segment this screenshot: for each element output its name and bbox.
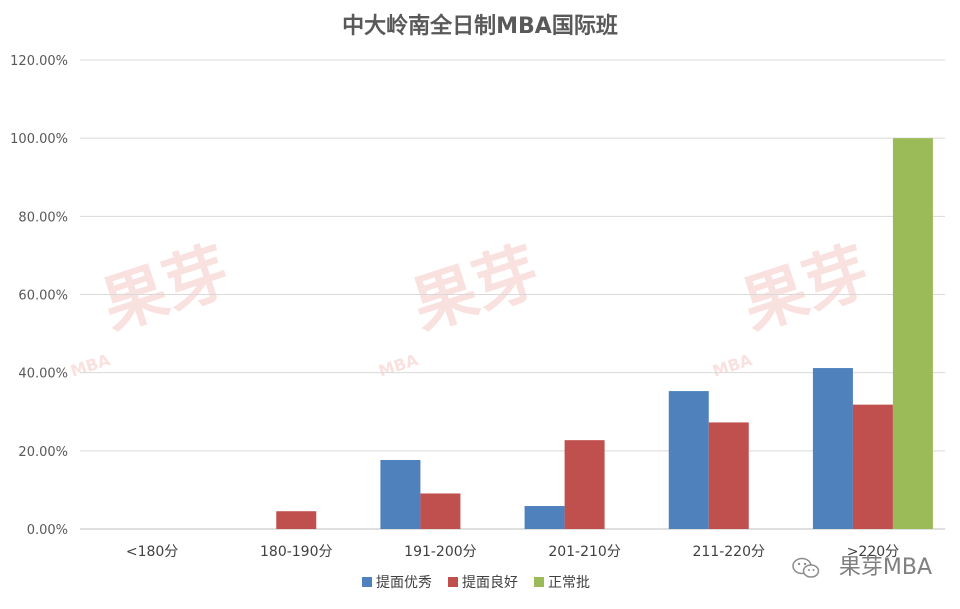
y-tick-label: 60.00% (18, 289, 68, 304)
chart-title: 中大岭南全日制MBA国际班 (342, 14, 618, 39)
y-tick-label: 40.00% (18, 367, 68, 382)
x-tick-label: <180分 (126, 544, 178, 560)
legend-label: 正常批 (548, 575, 590, 591)
bar (564, 440, 605, 529)
legend-swatch (448, 577, 458, 587)
bar (420, 493, 461, 529)
x-tick-label: 201-210分 (548, 544, 621, 560)
x-tick-label: 191-200分 (404, 544, 477, 560)
legend-swatch (534, 577, 544, 587)
x-tick-label: >220分 (847, 544, 899, 560)
bar (380, 460, 421, 529)
legend-swatch (362, 577, 372, 587)
y-tick-label: 0.00% (27, 523, 68, 538)
bar (812, 368, 853, 529)
bar (276, 511, 317, 529)
x-tick-label: 211-220分 (693, 544, 766, 560)
y-tick-label: 20.00% (18, 445, 68, 460)
bar (892, 138, 933, 529)
bar (708, 422, 749, 529)
x-tick-label: 180-190分 (260, 544, 333, 560)
bar (852, 404, 893, 529)
legend-label: 提面优秀 (376, 575, 432, 591)
y-tick-label: 80.00% (18, 210, 68, 225)
bar (668, 391, 709, 529)
wechat-icon (792, 557, 820, 578)
y-tick-label: 100.00% (10, 132, 68, 147)
legend-label: 提面良好 (462, 575, 518, 591)
bar (524, 506, 565, 529)
brand-label: 果芽MBA (838, 555, 932, 580)
y-tick-label: 120.00% (10, 54, 68, 69)
